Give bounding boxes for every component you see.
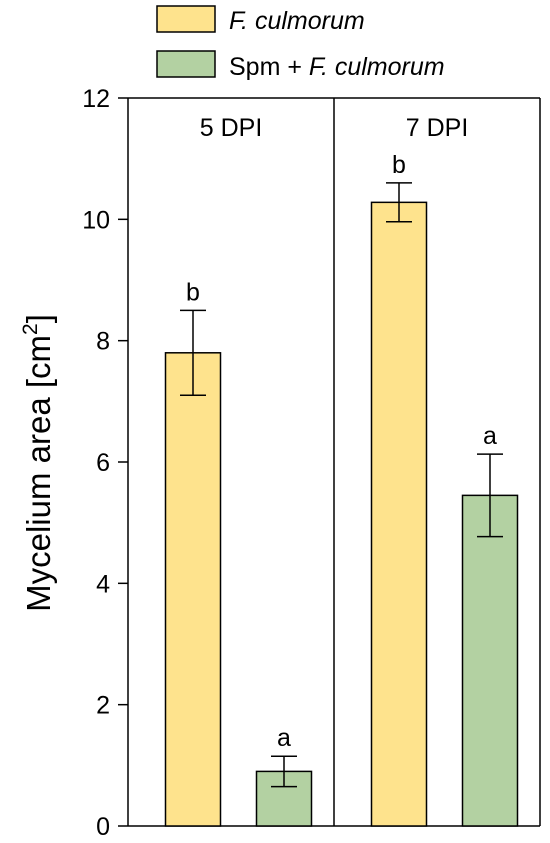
svg-text:Mycelium area [cm2]: Mycelium area [cm2] [19, 314, 57, 612]
legend-prefix: Spm + [229, 53, 309, 81]
y-tick-label: 2 [96, 692, 110, 720]
legend-label-spm-f-culmorum: Spm + F. culmorum [229, 53, 445, 81]
significance-letter: a [277, 724, 291, 752]
bar [461, 494, 519, 827]
y-tick-label: 4 [96, 570, 110, 598]
y-tick-label: 10 [82, 206, 110, 234]
significance-letter: b [392, 151, 406, 179]
significance-letter: b [186, 278, 200, 306]
legend-label-f-culmorum: F. culmorum [229, 7, 365, 35]
legend-species: F. culmorum [309, 53, 445, 81]
y-axis: 0 2 4 6 8 10 12 [82, 85, 128, 841]
y-tick-label: 6 [96, 449, 110, 477]
legend-swatch-f-culmorum [156, 5, 216, 33]
y-tick-label: 0 [96, 813, 110, 841]
y-axis-title: Mycelium area [cm2] [19, 314, 57, 612]
significance-letter: a [483, 422, 497, 450]
y-tick-label: 8 [96, 328, 110, 356]
y-axis-title-sup: 2 [19, 323, 42, 335]
panel-label: 7 DPI [406, 114, 469, 142]
panel-label: 5 DPI [200, 114, 263, 142]
y-tick-label: 12 [82, 85, 110, 113]
y-axis-title-main: Mycelium area [cm [20, 335, 57, 612]
y-axis-title-close: ] [20, 314, 57, 323]
legend: F. culmorum Spm + F. culmorum [156, 5, 445, 81]
bar [370, 201, 428, 827]
legend-swatch-spm-f-culmorum [156, 50, 216, 78]
bar [164, 352, 222, 827]
